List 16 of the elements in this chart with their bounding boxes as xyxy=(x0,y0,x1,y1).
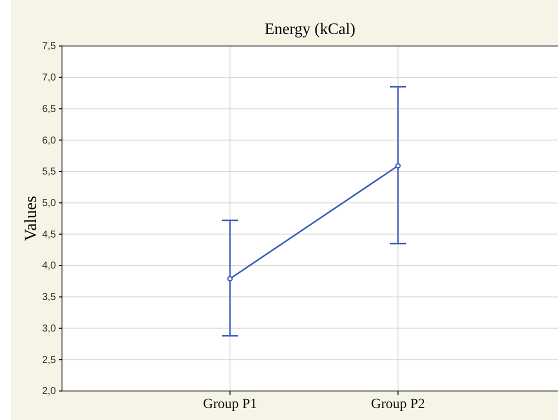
y-tick-label: 7,5 xyxy=(42,41,56,52)
y-tick-label: 3,5 xyxy=(42,292,56,304)
y-tick-label: 2,0 xyxy=(42,386,56,398)
y-tick-label: 5,5 xyxy=(42,166,56,178)
y-tick-label: 5,0 xyxy=(42,198,56,210)
y-tick-label: 6,0 xyxy=(42,135,56,146)
y-tick-label: 4,5 xyxy=(42,229,56,240)
chart-title: Energy (kCal) xyxy=(264,21,356,38)
y-tick-label: 2,5 xyxy=(42,354,56,366)
y-tick-label: 7,0 xyxy=(42,72,56,84)
y-tick-label: 4,0 xyxy=(42,260,56,272)
y-tick-label: 6,5 xyxy=(42,104,56,115)
x-tick-label: Group P1 xyxy=(202,396,258,412)
y-tick-label: 3,0 xyxy=(42,323,56,334)
x-tick-label: Group P2 xyxy=(370,396,426,412)
y-axis-title: Values xyxy=(21,196,40,242)
